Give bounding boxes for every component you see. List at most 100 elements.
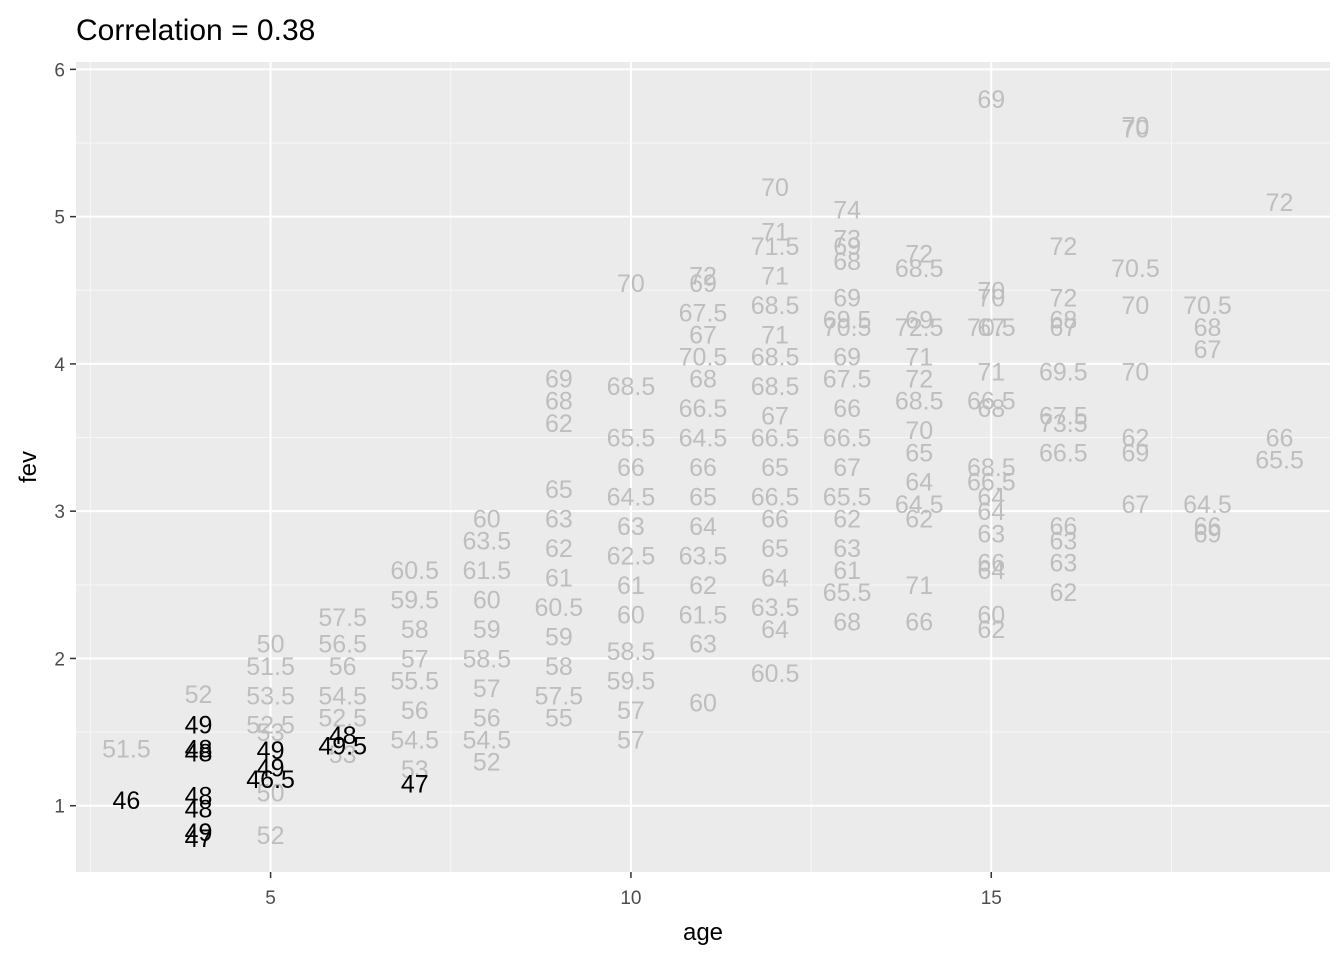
point-label-other: 65.5 — [823, 579, 872, 607]
point-label-other: 56.5 — [318, 631, 367, 659]
point-label-other: 60 — [473, 506, 501, 534]
point-label-other: 72 — [905, 366, 933, 394]
point-label-other: 56 — [473, 704, 501, 732]
point-label-other: 69 — [833, 233, 861, 261]
point-label-highlighted: 48 — [185, 740, 213, 768]
point-label-other: 65 — [905, 439, 933, 467]
point-label-other: 68.5 — [967, 454, 1016, 482]
x-axis-title: age — [683, 919, 723, 946]
point-label-other: 52 — [473, 749, 501, 777]
points-others: 51.55252505352.553.551.5505352.554.55656… — [102, 86, 1304, 850]
point-label-other: 66 — [689, 454, 717, 482]
point-label-highlighted: 48 — [185, 796, 213, 824]
point-label-other: 61 — [833, 557, 861, 585]
point-label-other: 60 — [977, 601, 1005, 629]
point-label-other: 50 — [257, 779, 285, 807]
point-label-highlighted: 48 — [185, 735, 213, 763]
major-gridlines — [76, 62, 1330, 872]
point-label-other: 71 — [905, 344, 933, 372]
point-label-other: 67 — [689, 321, 717, 349]
point-label-other: 60 — [689, 690, 717, 718]
point-label-other: 59 — [545, 623, 573, 651]
point-label-other: 70 — [1122, 358, 1150, 386]
point-label-other: 73 — [833, 226, 861, 254]
point-label-other: 73.5 — [1039, 410, 1088, 438]
point-label-other: 69.5 — [1039, 358, 1088, 386]
point-label-other: 69 — [545, 366, 573, 394]
point-label-other: 63 — [1049, 550, 1077, 578]
point-label-other: 70 — [1122, 112, 1150, 140]
point-label-other: 69 — [977, 86, 1005, 114]
point-label-other: 58 — [545, 653, 573, 681]
point-label-other: 54.5 — [390, 726, 439, 754]
x-tick-label: 5 — [265, 888, 276, 909]
point-label-other: 55.5 — [390, 668, 439, 696]
point-label-other: 72 — [1049, 233, 1077, 261]
point-label-other: 72.5 — [895, 314, 944, 342]
point-label-other: 67.5 — [679, 299, 728, 327]
point-label-other: 69 — [905, 307, 933, 335]
point-label-other: 70 — [977, 285, 1005, 313]
point-label-other: 67.5 — [823, 366, 872, 394]
point-label-highlighted: 47 — [401, 771, 429, 799]
point-label-other: 67.5 — [1039, 402, 1088, 430]
point-label-other: 64 — [977, 557, 1005, 585]
point-label-other: 69 — [1194, 520, 1222, 548]
point-label-other: 51.5 — [246, 653, 295, 681]
point-label-other: 61.5 — [679, 601, 728, 629]
point-label-other: 68 — [977, 395, 1005, 423]
y-tick-label: 4 — [54, 355, 65, 376]
point-label-other: 64.5 — [895, 491, 944, 519]
x-axis: 5 10 15 — [265, 872, 1002, 909]
point-label-other: 52 — [185, 681, 213, 709]
point-label-other: 62.5 — [607, 542, 656, 570]
point-label-other: 68.5 — [751, 292, 800, 320]
y-tick-label: 1 — [54, 797, 65, 818]
point-label-other: 70.5 — [1183, 292, 1232, 320]
point-label-other: 71 — [761, 218, 789, 246]
point-label-other: 53 — [329, 741, 357, 769]
point-label-highlighted: 46 — [113, 787, 141, 815]
point-label-other: 69 — [833, 344, 861, 372]
point-label-other: 59 — [473, 616, 501, 644]
x-tick-label: 10 — [620, 888, 641, 909]
point-label-other: 71 — [977, 358, 1005, 386]
point-label-other: 62 — [545, 410, 573, 438]
point-label-other: 67 — [761, 402, 789, 430]
point-label-other: 71 — [761, 321, 789, 349]
point-label-other: 68 — [689, 366, 717, 394]
point-label-other: 61 — [617, 572, 645, 600]
point-label-other: 65 — [761, 535, 789, 563]
point-label-other: 70 — [1122, 292, 1150, 320]
point-label-other: 67 — [1122, 491, 1150, 519]
point-label-other: 64.5 — [607, 483, 656, 511]
point-label-other: 66 — [1049, 513, 1077, 541]
point-label-other: 62 — [977, 616, 1005, 644]
point-label-other: 71.5 — [751, 233, 800, 261]
y-tick-label: 2 — [54, 649, 65, 670]
point-label-other: 61.5 — [462, 557, 511, 585]
point-label-highlighted: 46.5 — [246, 766, 295, 794]
point-label-other: 72 — [689, 263, 717, 291]
point-label-other: 66 — [617, 454, 645, 482]
point-label-other: 50 — [257, 631, 285, 659]
point-label-other: 67 — [977, 314, 1005, 342]
point-label-other: 53 — [401, 756, 429, 784]
x-tick-label: 15 — [981, 888, 1002, 909]
point-label-other: 71 — [905, 572, 933, 600]
point-label-other: 52 — [257, 822, 285, 850]
point-label-other: 70.5 — [1111, 255, 1160, 283]
point-label-other: 64 — [689, 513, 717, 541]
point-label-other: 63 — [689, 631, 717, 659]
y-tick-label: 6 — [54, 60, 65, 81]
point-label-other: 72 — [1266, 189, 1294, 217]
point-label-other: 66 — [1266, 425, 1294, 453]
minor-gridlines — [76, 62, 1330, 872]
point-label-other: 65.5 — [823, 483, 872, 511]
point-label-other: 57.5 — [318, 604, 367, 632]
point-label-other: 66.5 — [1039, 439, 1088, 467]
point-label-other: 60 — [473, 587, 501, 615]
point-label-other: 57 — [473, 675, 501, 703]
point-label-other: 55 — [545, 704, 573, 732]
